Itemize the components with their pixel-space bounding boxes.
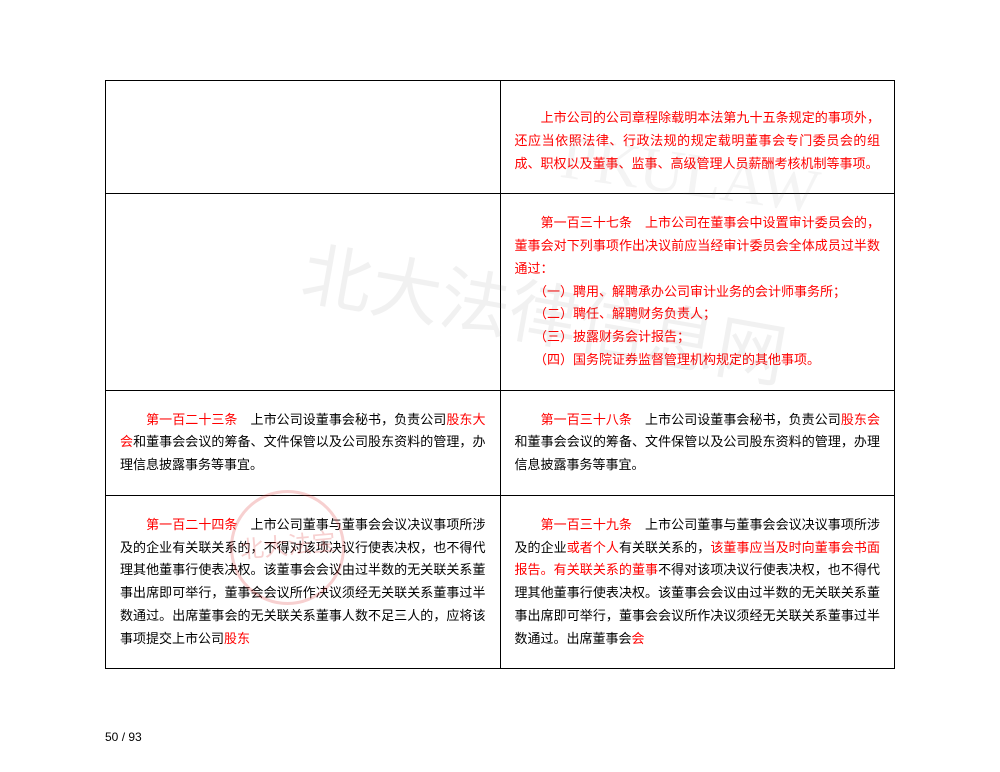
table-cell-right: 上市公司的公司章程除载明本法第九十五条规定的事项外，还应当依照法律、行政法规的规… (500, 81, 895, 194)
text-segment: 股东会 (841, 412, 880, 427)
text-segment: 第一百三十七条 上市公司在董事会中设置审计委员会的，董事会对下列事项作出决议前应… (515, 215, 881, 276)
cell-paragraph: 第一百三十七条 上市公司在董事会中设置审计委员会的，董事会对下列事项作出决议前应… (515, 212, 881, 371)
text-segment: （二）聘任、解聘财务负责人； (515, 306, 717, 321)
table-cell-right: 第一百三十八条 上市公司设董事会秘书，负责公司股东会和董事会会议的筹备、文件保管… (500, 390, 895, 495)
text-segment: 上市公司设董事会秘书，负责公司 (237, 412, 446, 427)
text-segment: 上市公司的公司章程除载明本法第九十五条规定的事项外，还应当依照法律、行政法规的规… (515, 110, 881, 171)
cell-paragraph: 第一百三十九条 上市公司董事与董事会会议决议事项所涉及的企业或者个人有关联关系的… (515, 514, 881, 651)
text-segment: （三）披露财务会计报告； (515, 329, 691, 344)
comparison-table: 上市公司的公司章程除载明本法第九十五条规定的事项外，还应当依照法律、行政法规的规… (105, 80, 895, 669)
table-cell-right: 第一百三十九条 上市公司董事与董事会会议决议事项所涉及的企业或者个人有关联关系的… (500, 495, 895, 669)
text-segment: 第一百三十九条 (541, 517, 632, 532)
page-footer: 50 / 93 (105, 730, 142, 744)
text-segment: 和董事会会议的筹备、文件保管以及公司股东资料的管理，办理信息披露事务等事宜。 (120, 434, 485, 472)
text-segment: 和董事会会议的筹备、文件保管以及公司股东资料的管理，办理信息披露事务等事宜。 (515, 434, 881, 472)
cell-paragraph: 上市公司的公司章程除载明本法第九十五条规定的事项外，还应当依照法律、行政法规的规… (515, 107, 881, 175)
table-row: 第一百二十四条 上市公司董事与董事会会议决议事项所涉及的企业有关联关系的，不得对… (106, 495, 895, 669)
table-row: 第一百三十七条 上市公司在董事会中设置审计委员会的，董事会对下列事项作出决议前应… (106, 194, 895, 390)
table-body: 上市公司的公司章程除载明本法第九十五条规定的事项外，还应当依照法律、行政法规的规… (106, 81, 895, 669)
text-segment: （四）国务院证券监督管理机构规定的其他事项。 (515, 352, 821, 367)
table-cell-left (106, 81, 501, 194)
table-cell-left (106, 194, 501, 390)
page-current: 50 (105, 730, 118, 744)
text-segment: 第一百二十三条 (146, 412, 237, 427)
text-segment (515, 412, 541, 427)
cell-paragraph: 第一百二十三条 上市公司设董事会秘书，负责公司股东大会和董事会会议的筹备、文件保… (120, 409, 486, 477)
table-cell-left: 第一百二十四条 上市公司董事与董事会会议决议事项所涉及的企业有关联关系的，不得对… (106, 495, 501, 669)
cell-paragraph: 第一百二十四条 上市公司董事与董事会会议决议事项所涉及的企业有关联关系的，不得对… (120, 514, 486, 651)
text-segment: 会 (632, 631, 645, 646)
page-total: 93 (128, 730, 141, 744)
table-cell-left: 第一百二十三条 上市公司设董事会秘书，负责公司股东大会和董事会会议的筹备、文件保… (106, 390, 501, 495)
text-segment (515, 517, 541, 532)
text-segment: （一）聘用、解聘承办公司审计业务的会计师事务所； (515, 284, 847, 299)
text-segment: 第一百三十八条 (541, 412, 632, 427)
text-segment: 上市公司设董事会秘书，负责公司 (632, 412, 841, 427)
cell-paragraph: 第一百三十八条 上市公司设董事会秘书，负责公司股东会和董事会会议的筹备、文件保管… (515, 409, 881, 477)
text-segment: 第一百二十四条 (146, 517, 237, 532)
text-segment (120, 412, 146, 427)
text-segment: 或者个人 (567, 540, 619, 555)
text-segment: 股东 (224, 631, 250, 646)
text-segment (120, 517, 146, 532)
text-segment: 有关联关系的， (619, 540, 710, 555)
table-row: 第一百二十三条 上市公司设董事会秘书，负责公司股东大会和董事会会议的筹备、文件保… (106, 390, 895, 495)
table-row: 上市公司的公司章程除载明本法第九十五条规定的事项外，还应当依照法律、行政法规的规… (106, 81, 895, 194)
text-segment: 上市公司董事与董事会会议决议事项所涉及的企业有关联关系的，不得对该项决议行使表决… (120, 517, 486, 646)
table-cell-right: 第一百三十七条 上市公司在董事会中设置审计委员会的，董事会对下列事项作出决议前应… (500, 194, 895, 390)
